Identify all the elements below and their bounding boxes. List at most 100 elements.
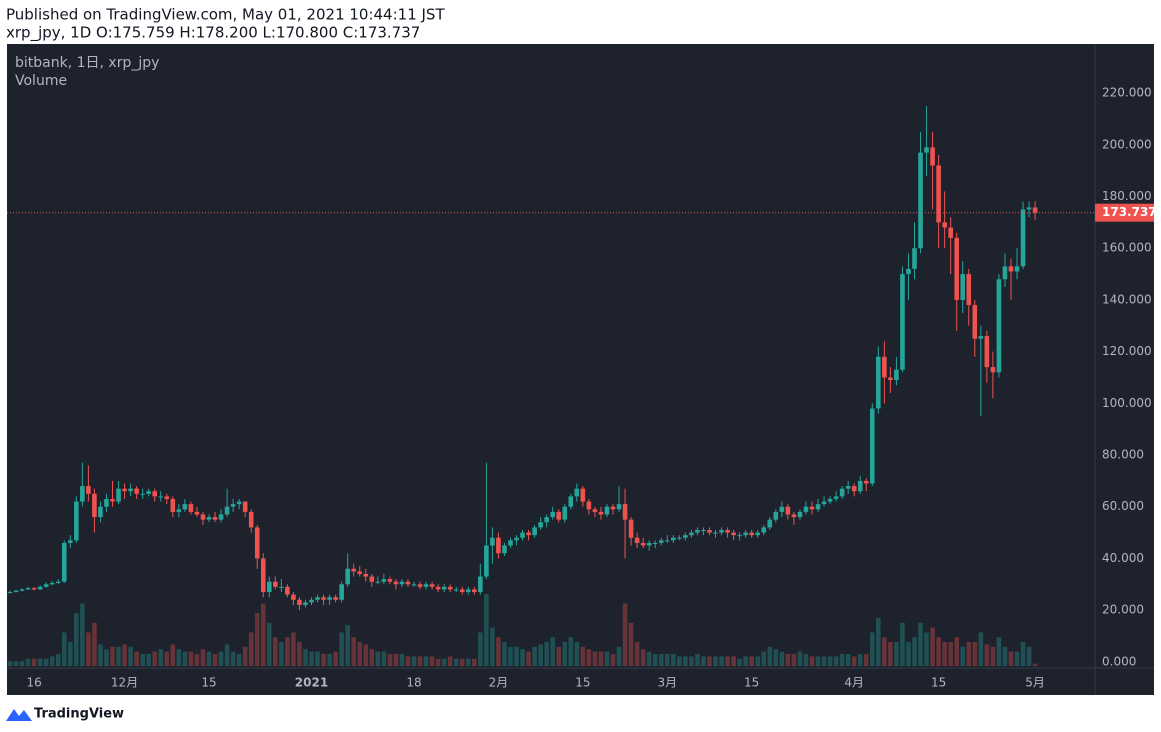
volume-bar [797,651,803,666]
volume-bar [236,654,242,666]
x-tick-label: 15 [575,676,590,690]
volume-bar [212,654,218,666]
volume-bar [869,632,875,666]
volume-bar [31,658,37,666]
candle-body [423,584,429,587]
candle-body [797,511,803,518]
volume-bar [146,654,151,666]
volume-bar [664,654,670,666]
candle-body [502,545,507,554]
volume-bar [37,658,43,666]
volume-bar [484,594,489,666]
y-tick-label: 80.000 [1102,448,1144,462]
volume-bar [128,646,133,666]
candle-body [544,517,549,523]
volume-bar [719,656,724,666]
volume-bar [55,654,61,666]
candle-body [556,511,562,520]
volume-bar [140,654,145,666]
candle-body [863,480,869,484]
candle-body [851,486,857,492]
volume-bar [966,642,972,666]
volume-bar [610,654,616,666]
candle-body [55,581,61,583]
volume-bar [80,603,85,666]
volume-bar [544,642,549,666]
candle-body [363,573,369,577]
candle-body [695,529,700,533]
candle-body [321,597,326,600]
candle-body [248,511,254,528]
volume-bar [689,656,694,666]
volume-bar [839,654,845,666]
y-tick-label: 220.000 [1102,86,1152,100]
volume-bar [833,656,839,666]
x-tick-label: 4月 [844,676,864,690]
candle-body [435,586,441,590]
candle-body [833,496,839,499]
volume-bar [640,649,646,666]
volume-bar [857,654,863,666]
volume-bar [658,654,664,666]
volume-bar [924,632,929,666]
volume-bar [242,646,248,666]
volume-bar [725,656,730,666]
candle-body [86,486,91,494]
volume-bar [441,658,447,666]
candle-body [532,527,537,536]
candle-body [447,586,453,590]
candle-body [743,532,748,536]
candle-body [417,584,423,587]
volume-bar [894,642,899,666]
volume-bar [86,632,91,666]
volume-bar [936,637,941,666]
volume-bar [502,642,507,666]
candle-body [146,491,151,494]
volume-bar [411,656,417,666]
candle-body [496,537,501,554]
volume-bar [230,651,236,666]
candle-body [894,369,899,381]
volume-bar [315,651,320,666]
candle-body [116,488,121,502]
candle-body [351,568,357,572]
candle-body [393,581,399,585]
candle-body [405,581,411,585]
volume-bar [152,651,158,666]
volume-bar [496,637,501,666]
candle-body [773,511,779,520]
candle-body [954,237,960,300]
candle-body [683,535,688,538]
candle-body [646,542,652,546]
volume-bar [224,644,230,666]
volume-bar [285,637,290,666]
volume-bar [677,656,682,666]
volume-bar [598,651,604,666]
volume-bar [628,622,634,666]
candle-body [176,509,182,512]
volume-bar [713,656,718,666]
volume-bar [882,637,887,666]
volume-bar [19,661,25,666]
volume-bar [683,656,688,666]
candle-body [110,498,115,502]
x-tick-label: 5月 [1025,676,1045,690]
chart-panel [7,44,1154,695]
last-price-label: 173.737 [1102,205,1157,219]
volume-bar [851,656,857,666]
y-tick-label: 40.000 [1102,551,1144,565]
volume-bar [453,658,459,666]
candle-body [74,501,79,541]
x-tick-label: 15 [744,676,759,690]
volume-bar [604,651,610,666]
candle-body [134,488,139,494]
y-tick-label: 20.000 [1102,603,1144,617]
brand: TradingView [34,707,124,722]
candle-body [1020,209,1026,267]
volume-bar [532,646,537,666]
candle-body [31,588,37,590]
candle-body [61,542,67,582]
candle-body [671,537,676,541]
volume-bar [580,646,586,666]
